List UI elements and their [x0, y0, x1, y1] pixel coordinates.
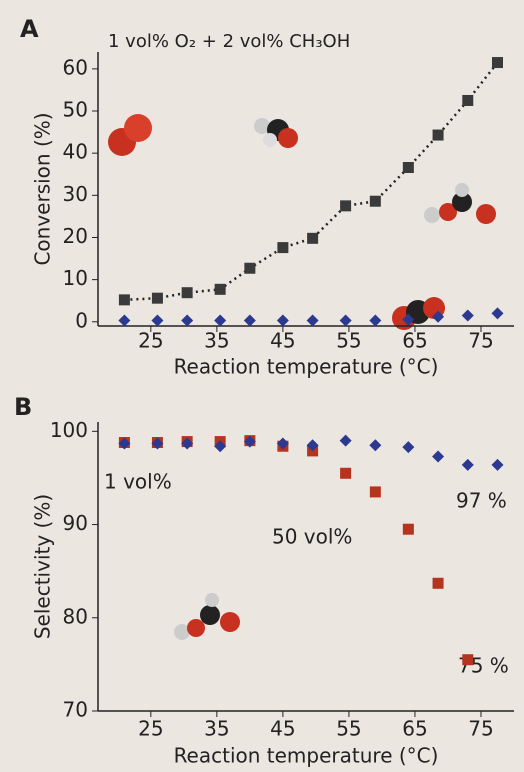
data-point [462, 94, 474, 106]
y-tick-label: 0 [75, 308, 88, 332]
data-point [402, 523, 414, 535]
x-axis-title: Reaction temperature (°C) [174, 355, 439, 379]
x-tick-label: 65 [402, 717, 427, 741]
data-point [306, 439, 319, 452]
annotation: 1 vol% [104, 470, 172, 494]
y-tick-label: 50 [63, 98, 88, 122]
y-tick-label: 90 [63, 511, 88, 535]
data-point [340, 467, 352, 479]
data-point [432, 577, 444, 589]
data-point [118, 294, 130, 306]
data-point [243, 314, 256, 327]
annotation: 1 vol% O₂ + 2 vol% CH₃OH [108, 31, 350, 52]
y-tick-label: 100 [50, 418, 88, 442]
y-tick-label: 10 [63, 266, 88, 290]
y-tick-label: 40 [63, 140, 88, 164]
y-axis-title: Conversion (%) [31, 112, 55, 265]
data-point [276, 437, 289, 450]
data-point [432, 310, 445, 323]
data-point [214, 440, 227, 453]
x-tick-label: 35 [204, 717, 229, 741]
y-axis-title: Selectivity (%) [31, 494, 55, 639]
data-point [461, 309, 474, 322]
x-tick-label: 35 [204, 329, 229, 353]
panel-label: B [14, 393, 32, 421]
x-tick-label: 45 [270, 717, 295, 741]
data-point [277, 242, 289, 254]
data-point [276, 314, 289, 327]
data-point [243, 435, 256, 448]
y-tick-label: 60 [63, 55, 88, 79]
x-tick-label: 25 [138, 717, 163, 741]
data-point [340, 200, 352, 212]
y-tick-label: 20 [63, 224, 88, 248]
x-tick-label: 65 [402, 329, 427, 353]
data-point [369, 486, 381, 498]
annotation: 50 vol% [272, 525, 352, 549]
y-tick-label: 70 [63, 698, 88, 722]
data-point [118, 437, 131, 450]
data-point [369, 314, 382, 327]
x-tick-label: 45 [270, 329, 295, 353]
data-point [151, 292, 163, 304]
data-point [181, 437, 194, 450]
data-point [491, 307, 504, 320]
data-point [491, 458, 504, 471]
x-tick-label: 75 [468, 717, 493, 741]
data-point [181, 314, 194, 327]
panel-label: A [20, 15, 39, 43]
data-point [369, 195, 381, 207]
data-point [402, 441, 415, 454]
x-tick-label: 75 [468, 329, 493, 353]
x-tick-label: 55 [336, 329, 361, 353]
annotation: 97 % [456, 489, 507, 513]
data-point [151, 314, 164, 327]
data-point [214, 314, 227, 327]
x-tick-label: 25 [138, 329, 163, 353]
data-point [462, 654, 474, 666]
molecules [108, 114, 496, 640]
data-point [432, 450, 445, 463]
data-point [461, 458, 474, 471]
trend-line [124, 61, 499, 302]
data-point [339, 434, 352, 447]
data-point [214, 283, 226, 295]
data-point [151, 437, 164, 450]
data-point [306, 314, 319, 327]
data-point [432, 129, 444, 141]
data-point [491, 57, 503, 69]
data-point [402, 313, 415, 326]
data-point [402, 162, 414, 174]
data-point [339, 314, 352, 327]
y-tick-label: 30 [63, 182, 88, 206]
x-axis-title: Reaction temperature (°C) [174, 744, 439, 768]
x-tick-label: 55 [336, 717, 361, 741]
data-point [369, 439, 382, 452]
data-point [244, 262, 256, 274]
data-point [181, 287, 193, 299]
y-tick-label: 80 [63, 604, 88, 628]
data-point [307, 232, 319, 244]
data-point [118, 314, 131, 327]
